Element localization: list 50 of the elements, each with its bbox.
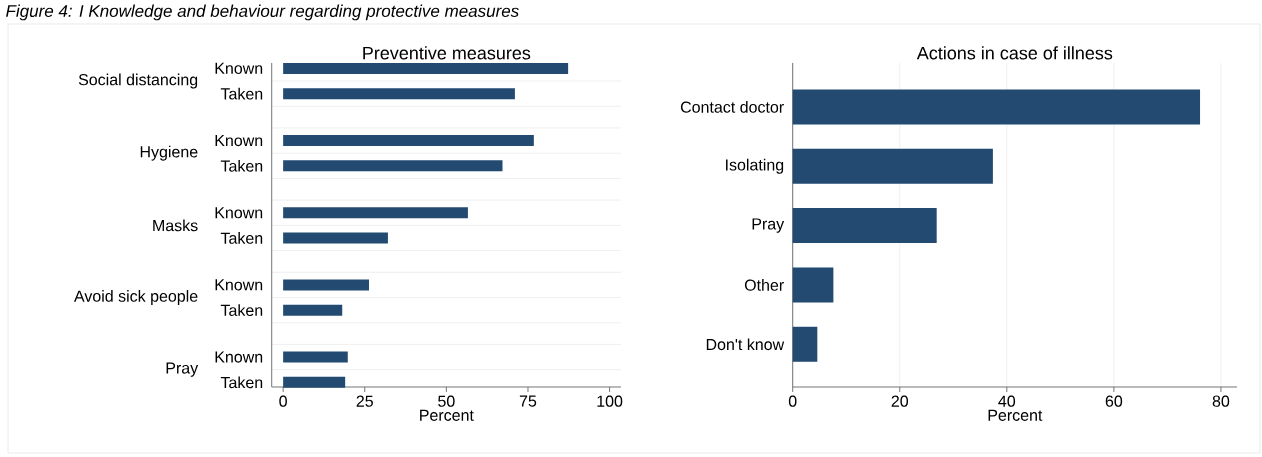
- chart-title: Preventive measures: [363, 46, 531, 60]
- bar: [283, 207, 468, 219]
- x-axis-title: Percent: [988, 409, 1043, 421]
- bar: [792, 89, 1201, 125]
- y-tick-label: Contact doctor: [680, 101, 784, 113]
- caption: Figure 4: I Knowledge and behaviour regarding protective measures: [6, 4, 519, 21]
- text: Known: [215, 351, 263, 363]
- x-tick-label: 25: [356, 395, 373, 407]
- text: Taken: [220, 159, 263, 172]
- x-tick-label: 60: [1105, 395, 1123, 407]
- x-tick-label: 0: [279, 395, 287, 407]
- text: Taken: [220, 304, 263, 317]
- y-tick-label: Pray: [752, 218, 785, 233]
- x-tick-label: 80: [1212, 395, 1230, 407]
- bar: [283, 304, 343, 316]
- bar: [792, 148, 993, 184]
- x-tick-label: 75: [519, 395, 537, 407]
- y-tick-label: Pray: [166, 362, 199, 377]
- bar: [283, 160, 503, 172]
- y-tick-label: Masks: [153, 219, 198, 232]
- y-tick-label: Social distancing: [78, 73, 198, 89]
- bar: [283, 88, 515, 100]
- text: Known: [215, 279, 263, 291]
- x-tick-label: 40: [998, 395, 1016, 407]
- bar: [792, 326, 818, 362]
- bar: [283, 62, 569, 74]
- bar: [283, 279, 369, 291]
- bar: [792, 208, 937, 244]
- y-tick-label: Hygiene: [140, 145, 198, 161]
- bar: [792, 267, 834, 303]
- text: Taken: [220, 232, 263, 244]
- x-tick-label: 50: [438, 395, 455, 407]
- chart-title: Actions in case of illness: [916, 46, 1113, 60]
- text: Taken: [220, 376, 263, 389]
- bar: [283, 135, 534, 147]
- y-tick-label: Avoid sick people: [73, 290, 198, 305]
- series-label: Taken: [220, 87, 263, 100]
- text: Known: [215, 134, 263, 147]
- text: Known: [215, 207, 263, 219]
- y-tick-label: Isolating: [726, 158, 784, 174]
- x-tick-label: 20: [891, 395, 909, 407]
- series-label: Known: [215, 62, 263, 74]
- bar: [283, 232, 388, 244]
- bar: [283, 351, 348, 363]
- x-tick-label: 100: [597, 395, 623, 407]
- y-tick-label: Other: [744, 279, 784, 291]
- y-tick-label: Don't know: [706, 338, 785, 351]
- x-tick-label: 0: [788, 395, 797, 407]
- x-axis-title: Percent: [420, 409, 474, 421]
- bar: [283, 376, 346, 388]
